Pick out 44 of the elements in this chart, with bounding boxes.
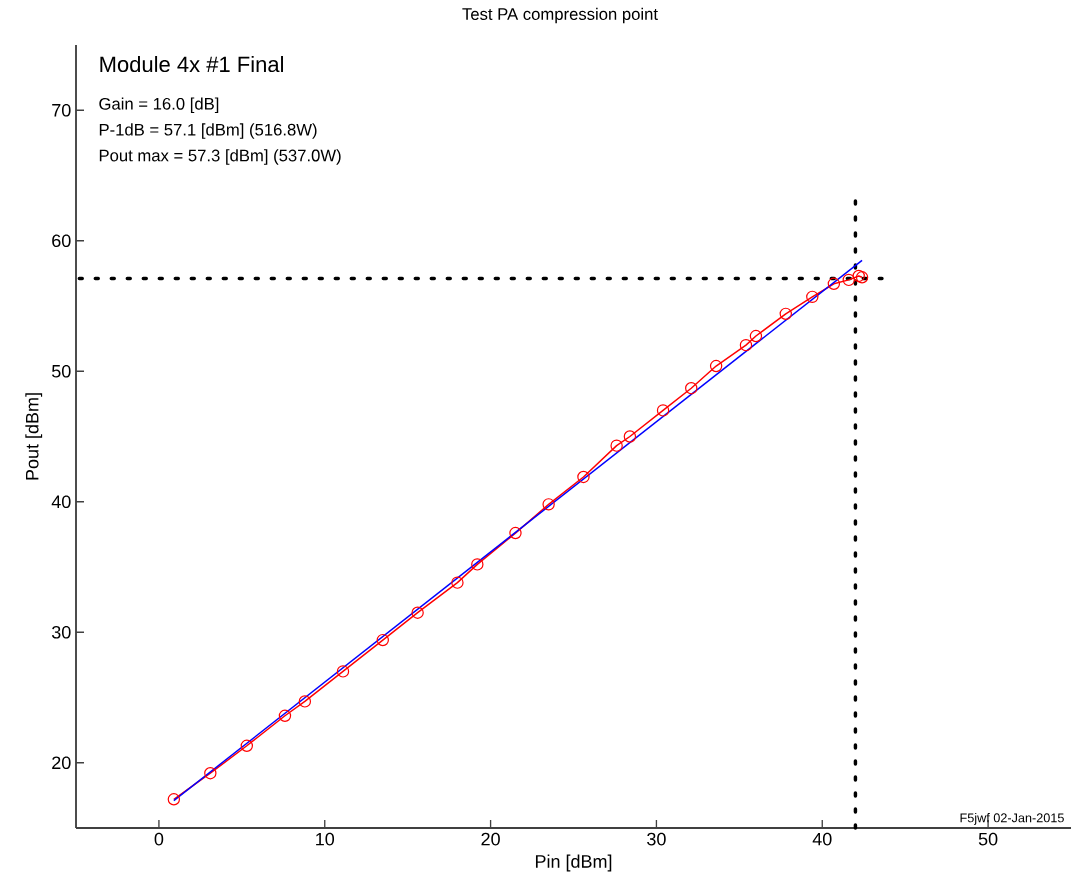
x-tick-label: 30 — [647, 832, 666, 846]
point — [298, 695, 312, 708]
annotation: F5jwf 02-Jan-2015 — [960, 813, 1064, 825]
annotation: Gain = 16.0 [dB] — [99, 97, 219, 114]
point — [779, 307, 792, 321]
annotation: Module 4x #1 Final — [100, 55, 283, 73]
y-tick-label: 70 — [52, 103, 71, 117]
point — [739, 338, 753, 352]
x-tick-label: 40 — [812, 832, 832, 846]
y-tick-label: 30 — [51, 625, 71, 639]
point — [471, 558, 484, 571]
point — [709, 359, 723, 373]
point — [376, 633, 389, 647]
y-tick-label: 40 — [51, 495, 71, 509]
point — [167, 793, 181, 806]
y-tick-label: 50 — [51, 364, 71, 378]
point — [240, 739, 254, 752]
point — [842, 273, 855, 287]
point — [278, 709, 292, 722]
point — [749, 329, 763, 343]
point — [806, 290, 819, 304]
point — [204, 766, 217, 780]
x-tick-label: 50 — [978, 832, 998, 846]
point — [610, 439, 623, 452]
y-axis-title: Pout [dBm] — [25, 393, 43, 480]
x-tick-label: 0 — [154, 832, 164, 846]
point — [411, 606, 424, 619]
x-tick-label: 10 — [316, 832, 335, 846]
chart-title: Test PA compression point — [462, 7, 658, 24]
point — [656, 404, 670, 417]
x-tick-label: 20 — [481, 832, 500, 846]
x-axis-title: Pin [dBm] — [535, 854, 612, 872]
point — [685, 382, 698, 395]
point — [623, 430, 637, 443]
point — [509, 526, 522, 540]
annotation: P-1dB = 57.1 [dBm] (516.8W) — [99, 123, 317, 139]
point — [827, 277, 841, 291]
point — [577, 470, 590, 484]
annotation: Pout max = 57.3 [dBm] (537.0W) — [99, 149, 341, 165]
point — [336, 665, 350, 678]
point — [451, 576, 464, 589]
y-tick-label: 20 — [52, 756, 71, 770]
y-tick-label: 60 — [52, 234, 71, 248]
point — [542, 498, 555, 511]
